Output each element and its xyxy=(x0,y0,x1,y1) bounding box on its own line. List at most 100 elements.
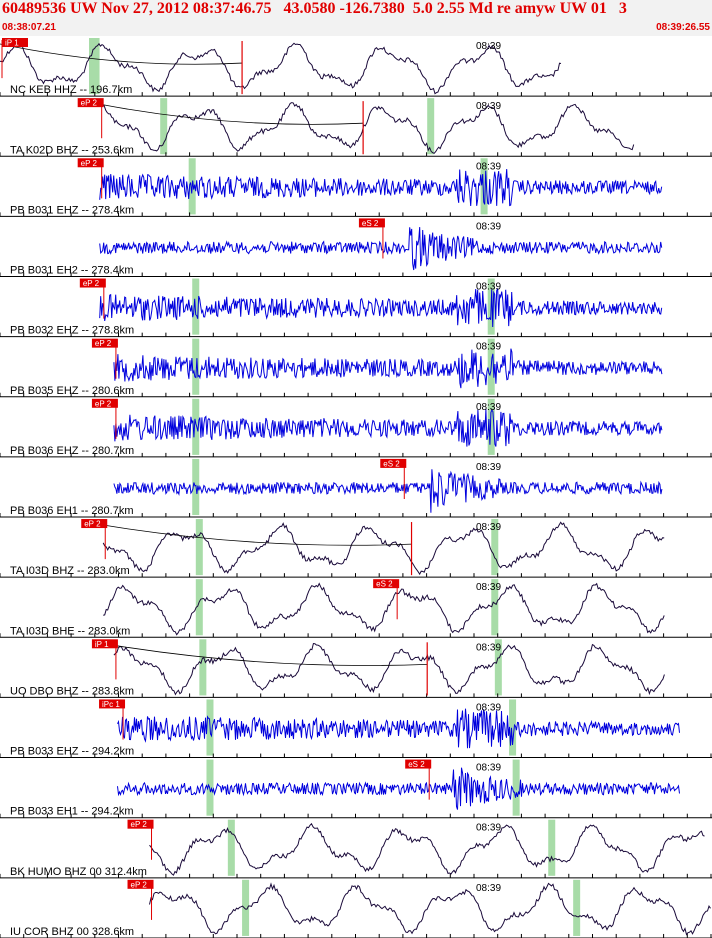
analysis-window xyxy=(491,519,499,576)
analysis-window xyxy=(195,519,203,576)
waveform-trace xyxy=(113,408,663,447)
amplitude-curve xyxy=(0,43,243,65)
minute-label: 08:39 xyxy=(476,462,501,473)
waveform-trace xyxy=(103,582,665,636)
trace-row[interactable]: eP 2 08:39 PB B036 EHZ -- 280.7km xyxy=(0,398,712,458)
minute-label: 08:39 xyxy=(476,342,501,353)
pick-label: iP 1 xyxy=(5,39,19,48)
waveform-trace xyxy=(117,767,680,810)
pick-label: eS 2 xyxy=(362,219,379,228)
pick-flag[interactable] xyxy=(405,759,432,769)
station-label: NC KEB HHZ -- 196.7km xyxy=(10,84,132,96)
station-label: PB B033 EH1 -- 294.2km xyxy=(10,806,134,818)
minute-label: 08:39 xyxy=(476,763,501,774)
pick-label: eP 2 xyxy=(81,159,98,168)
analysis-window xyxy=(427,98,435,155)
minute-label: 08:39 xyxy=(476,161,501,172)
pick-flag[interactable] xyxy=(79,278,106,288)
pick-flag[interactable] xyxy=(81,519,108,529)
station-label: PB B036 EHZ -- 280.7km xyxy=(10,445,134,457)
header-bar: 60489536 UW Nov 27, 2012 08:37:46.75 43.… xyxy=(0,0,712,36)
analysis-window xyxy=(192,338,200,395)
trace-row[interactable]: iPc 1 08:39 PB B033 EHZ -- 294.2km xyxy=(0,699,712,759)
trace-row[interactable]: eP 2 08:39 IU COR BHZ 00 328.6km xyxy=(0,879,712,938)
minute-label: 08:39 xyxy=(476,402,501,413)
station-label: UO DBO BHZ -- 283.8km xyxy=(10,685,134,697)
minute-label: 08:39 xyxy=(476,522,501,533)
waveform-trace xyxy=(149,822,705,876)
pick-flag[interactable] xyxy=(91,398,118,408)
seismogram-panel: iP 1 08:39 NC KEB HHZ -- 196.7km eP 2 08:39 T… xyxy=(0,38,712,938)
minute-label: 08:39 xyxy=(476,282,501,293)
trace-row[interactable]: iP 1 08:39 UO DBO BHZ -- 283.8km xyxy=(0,639,712,698)
pick-flag[interactable] xyxy=(77,158,104,168)
waveform-trace xyxy=(113,469,663,513)
station-label: BK HUMO BHZ 00 312.4km xyxy=(10,866,147,878)
station-label: TA K02D BHZ -- 253.6km xyxy=(10,144,134,156)
analysis-window xyxy=(227,819,235,876)
pick-flag[interactable] xyxy=(99,699,126,709)
station-label: TA I03D BHE -- 283.0km xyxy=(10,625,130,637)
pick-flag[interactable] xyxy=(2,38,28,47)
analysis-window xyxy=(480,158,488,215)
amplitude-curve xyxy=(103,524,412,546)
analysis-window xyxy=(160,98,168,155)
pick-label: eP 2 xyxy=(95,339,112,348)
minute-label: 08:39 xyxy=(476,582,501,593)
waveform-trace xyxy=(113,348,663,389)
pick-flag[interactable] xyxy=(380,458,407,468)
event-title: 60489536 UW Nov 27, 2012 08:37:46.75 43.… xyxy=(2,0,627,17)
station-label: PB B031 EHZ -- 278.4km xyxy=(10,204,134,216)
analysis-window xyxy=(491,579,499,636)
station-label: PB B036 EH1 -- 280.7km xyxy=(10,505,134,517)
pick-label: eP 2 xyxy=(83,279,100,288)
trace-row[interactable]: eS 2 08:39 TA I03D BHE -- 283.0km xyxy=(0,579,712,638)
minute-label: 08:39 xyxy=(476,823,501,834)
pick-flag[interactable] xyxy=(127,819,154,829)
pick-label: eP 2 xyxy=(95,399,112,408)
pick-label: eP 2 xyxy=(81,99,98,108)
waveform-trace xyxy=(117,708,680,749)
pick-flag[interactable] xyxy=(91,639,118,649)
waveform-trace xyxy=(99,288,663,328)
analysis-window xyxy=(192,398,200,455)
analysis-window xyxy=(89,38,96,95)
pick-label: eS 2 xyxy=(376,580,393,589)
station-label: TA I03D BHZ -- 283.0km xyxy=(10,565,130,577)
analysis-window xyxy=(192,278,200,335)
trace-row[interactable]: eS 2 08:39 PB B031 EH2 -- 278.4km xyxy=(0,218,712,278)
station-label: PB B033 EHZ -- 294.2km xyxy=(10,746,134,758)
trace-row[interactable]: iP 1 08:39 NC KEB HHZ -- 196.7km xyxy=(0,38,712,97)
station-label: PB B032 EHZ -- 278.8km xyxy=(10,325,134,337)
pick-flag[interactable] xyxy=(127,879,154,889)
waveform-trace xyxy=(149,882,711,936)
pick-label: eP 2 xyxy=(84,520,101,529)
minute-label: 08:39 xyxy=(476,41,501,52)
pick-flag[interactable] xyxy=(91,338,118,348)
analysis-window xyxy=(509,699,517,756)
minute-label: 08:39 xyxy=(476,101,501,112)
amplitude-curve xyxy=(99,103,364,125)
analysis-window xyxy=(92,38,100,95)
pick-label: eS 2 xyxy=(408,760,425,769)
trace-row[interactable]: eP 2 08:39 PB B032 EHZ -- 278.8km xyxy=(0,278,712,338)
minute-label: 08:39 xyxy=(476,642,501,653)
waveform-trace xyxy=(113,642,665,696)
pick-flag[interactable] xyxy=(77,98,104,108)
waveform-trace xyxy=(99,169,663,207)
analysis-window xyxy=(242,879,250,936)
trace-row[interactable]: eP 2 08:39 TA I03D BHZ -- 283.0km xyxy=(0,519,712,578)
pick-flag[interactable] xyxy=(373,579,400,589)
trace-row[interactable]: eS 2 08:39 PB B036 EH1 -- 280.7km xyxy=(0,458,712,518)
pick-flag[interactable] xyxy=(358,218,385,228)
analysis-window xyxy=(494,639,502,696)
trace-row[interactable]: eS 2 08:39 PB B033 EH1 -- 294.2km xyxy=(0,759,712,819)
trace-row[interactable]: eP 2 08:39 BK HUMO BHZ 00 312.4km xyxy=(0,819,712,879)
pick-label: eP 2 xyxy=(131,820,148,829)
trace-row[interactable]: eP 2 08:39 PB B035 EHZ -- 280.6km xyxy=(0,338,712,398)
trace-row[interactable]: eP 2 08:39 PB B031 EHZ -- 278.4km xyxy=(0,158,712,217)
waveform-trace xyxy=(0,42,562,95)
analysis-window xyxy=(548,819,556,876)
trace-row[interactable]: eP 2 08:39 TA K02D BHZ -- 253.6km xyxy=(0,98,712,157)
waveform-trace xyxy=(99,227,663,271)
